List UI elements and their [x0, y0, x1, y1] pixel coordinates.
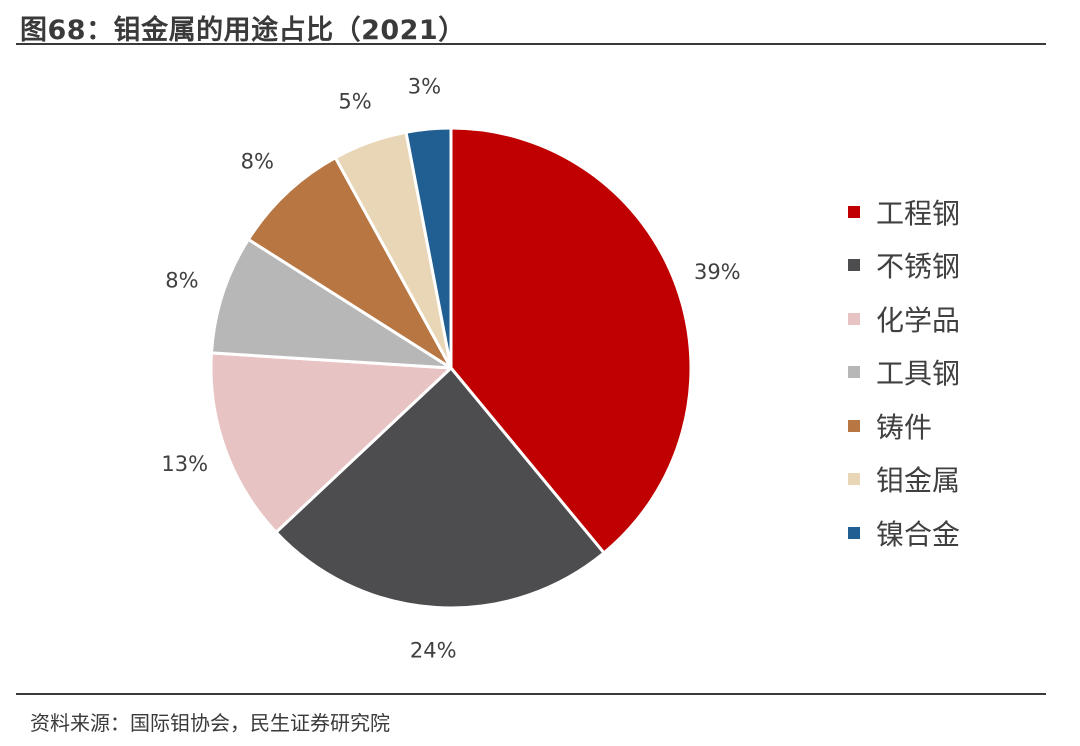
title-divider	[16, 43, 1046, 45]
legend-item-7: 镍合金	[848, 506, 960, 560]
legend-item-2: 不锈钢	[848, 239, 960, 293]
legend-swatch-4	[848, 366, 860, 379]
pie-slice-4	[209, 237, 453, 370]
legend-swatch-7	[848, 526, 860, 539]
legend-swatch-2	[848, 259, 860, 272]
data-label-2: 24%	[410, 638, 457, 662]
legend-item-6: 钼金属	[848, 453, 960, 507]
legend-item-5: 铸件	[848, 399, 960, 453]
legend-item-3: 化学品	[848, 292, 960, 346]
legend-swatch-5	[848, 419, 860, 432]
legend-label-4: 工具钢	[876, 357, 961, 391]
data-label-5: 8%	[241, 150, 274, 174]
data-label-6: 5%	[338, 90, 371, 114]
data-label-3: 13%	[161, 452, 208, 476]
pie-slices	[209, 126, 693, 610]
legend-item-1: 工程钢	[848, 185, 960, 239]
legend-swatch-1	[848, 205, 860, 218]
legend-label-2: 不锈钢	[876, 250, 961, 284]
data-label-7: 3%	[408, 74, 441, 98]
source-note: 资料来源：国际钼协会，民生证券研究院	[30, 711, 390, 735]
pie-slice-3	[209, 351, 453, 534]
pie-slice-1	[449, 126, 693, 555]
chart-legend: 工程钢不锈钢化学品工具钢铸件钼金属镍合金	[848, 185, 960, 560]
legend-label-5: 铸件	[876, 410, 933, 444]
legend-item-4: 工具钢	[848, 346, 960, 400]
legend-swatch-6	[848, 473, 860, 486]
legend-label-7: 镍合金	[876, 517, 961, 551]
figure-title: 图68：钼金属的用途占比（2021）	[20, 15, 466, 46]
pie-slice-2	[274, 366, 606, 610]
data-label-4: 8%	[165, 269, 198, 293]
footer-divider	[16, 693, 1046, 695]
legend-label-3: 化学品	[876, 303, 961, 337]
pie-slice-7	[404, 126, 453, 370]
legend-label-1: 工程钢	[876, 196, 961, 230]
pie-slice-5	[246, 156, 453, 370]
legend-swatch-3	[848, 312, 860, 325]
legend-label-6: 钼金属	[876, 464, 961, 498]
pie-data-labels: 39% 24% 13% 8% 8% 5% 3%	[161, 74, 740, 662]
data-label-1: 39%	[694, 260, 741, 284]
